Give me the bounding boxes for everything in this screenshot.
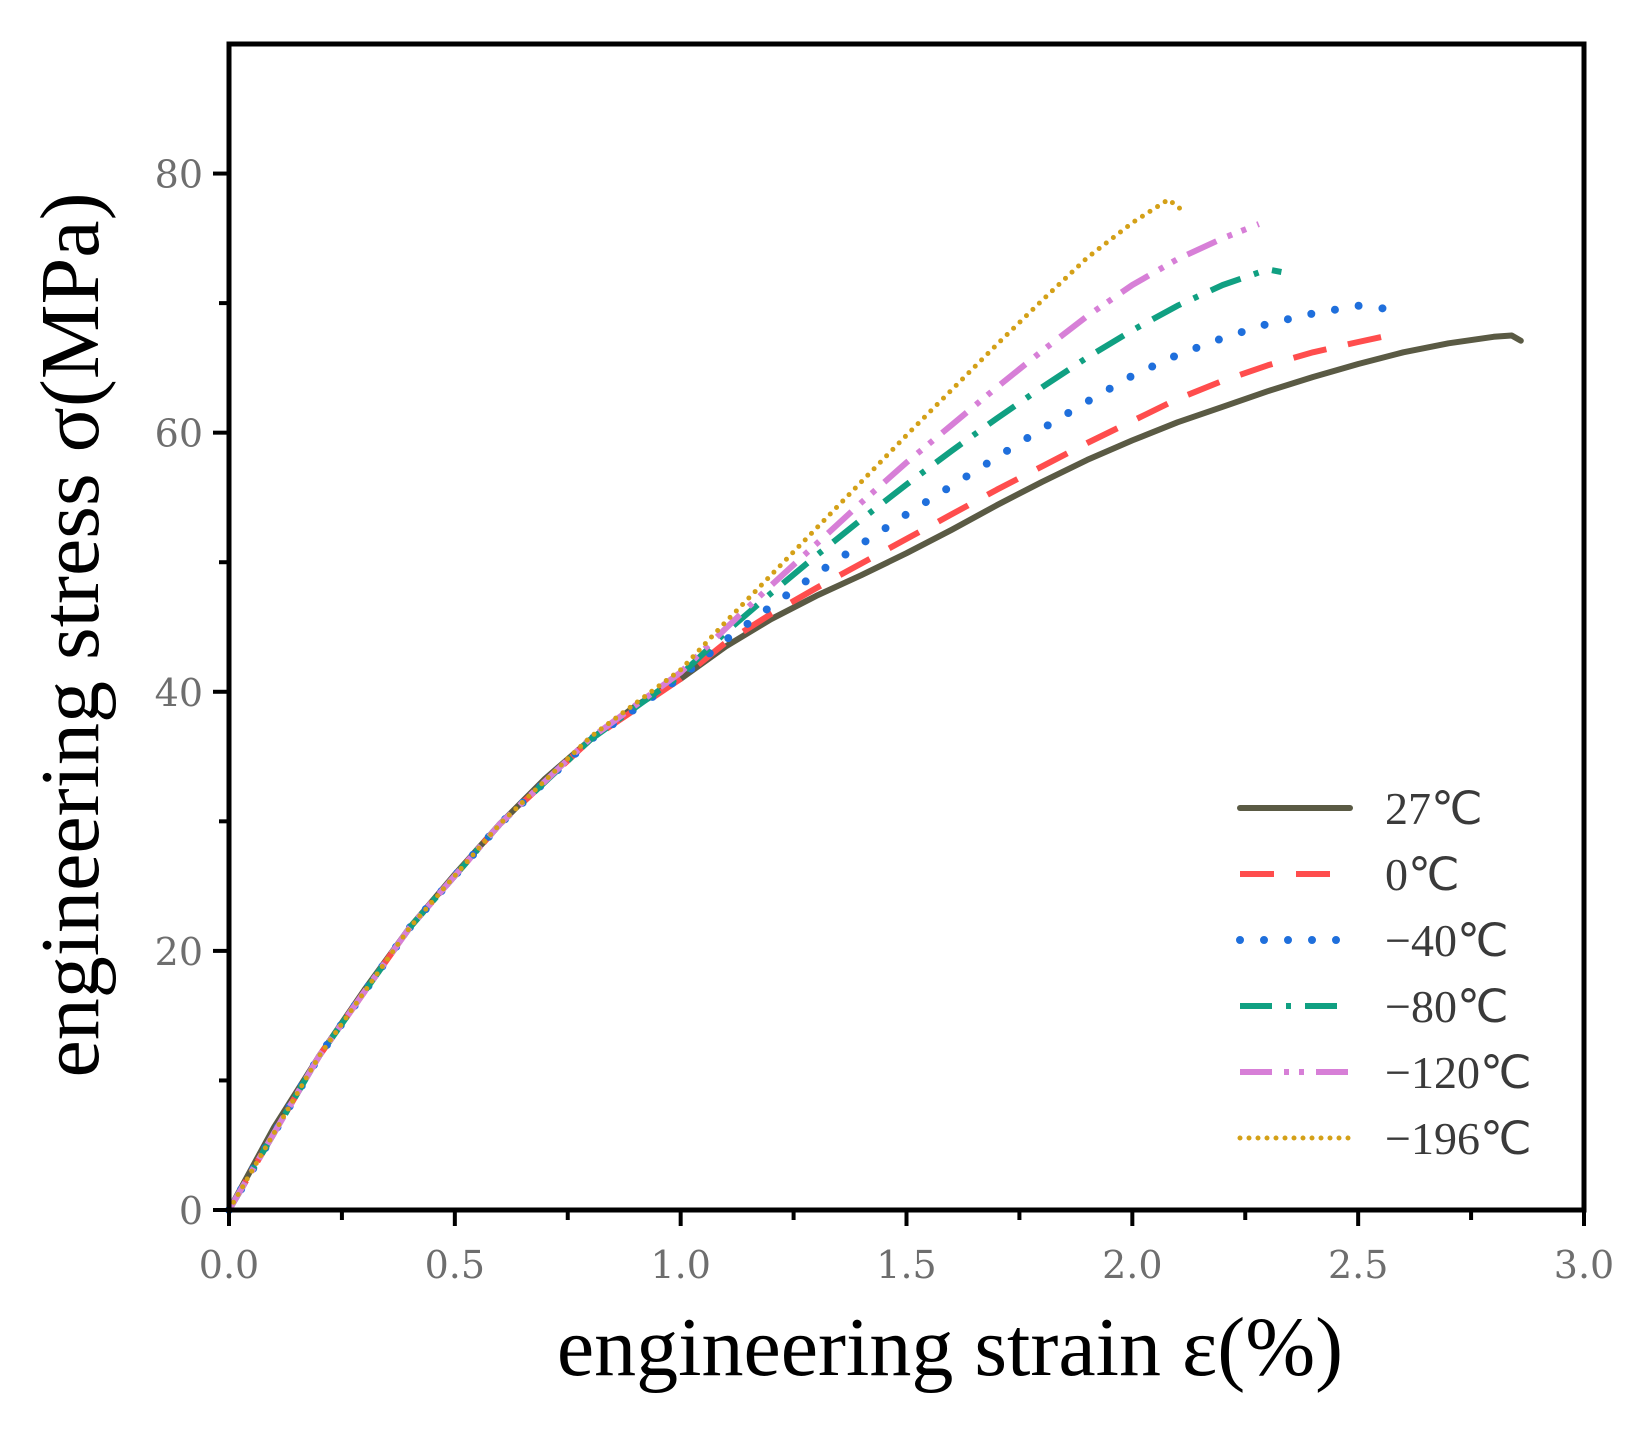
legend-label-3: −80℃: [1385, 981, 1509, 1032]
legend-label-4: −120℃: [1385, 1047, 1532, 1098]
x-tick-label: 1.5: [876, 1243, 936, 1287]
series-line-4: [226, 221, 1260, 1212]
legend: 27℃ 0℃ −40℃ −80℃ −120℃ −196℃: [1236, 783, 1532, 1164]
x-tick-label: 1.0: [650, 1243, 710, 1287]
x-tick-label: 0.0: [199, 1243, 259, 1287]
series-layer: [225, 197, 1524, 1214]
x-tick-label: 2.5: [1328, 1243, 1388, 1287]
y-tick-label: 80: [155, 153, 203, 197]
tick-layer: 0.0 0.5 1.0 1.5 2.0 2.5 3.0 0 20 40 60 80: [155, 153, 1615, 1287]
series-line-5: [226, 197, 1189, 1213]
y-tick-label: 20: [155, 930, 203, 974]
y-tick-label: 0: [179, 1189, 203, 1233]
x-tick-label: 2.0: [1102, 1243, 1162, 1287]
legend-label-1: 0℃: [1385, 849, 1460, 900]
x-axis-title: engineering strain ε(%): [557, 1301, 1343, 1394]
legend-label-0: 27℃: [1385, 783, 1483, 834]
y-axis-title: engineering stress σ(MPa): [24, 192, 117, 1077]
x-tick-label: 0.5: [425, 1243, 485, 1287]
legend-label-2: −40℃: [1385, 915, 1509, 966]
legend-label-5: −196℃: [1385, 1113, 1532, 1164]
series-line-2: [225, 301, 1399, 1214]
y-tick-label: 40: [155, 671, 203, 715]
series-line-3: [226, 266, 1282, 1212]
y-tick-label: 60: [155, 412, 203, 456]
x-tick-label: 3.0: [1554, 1243, 1614, 1287]
